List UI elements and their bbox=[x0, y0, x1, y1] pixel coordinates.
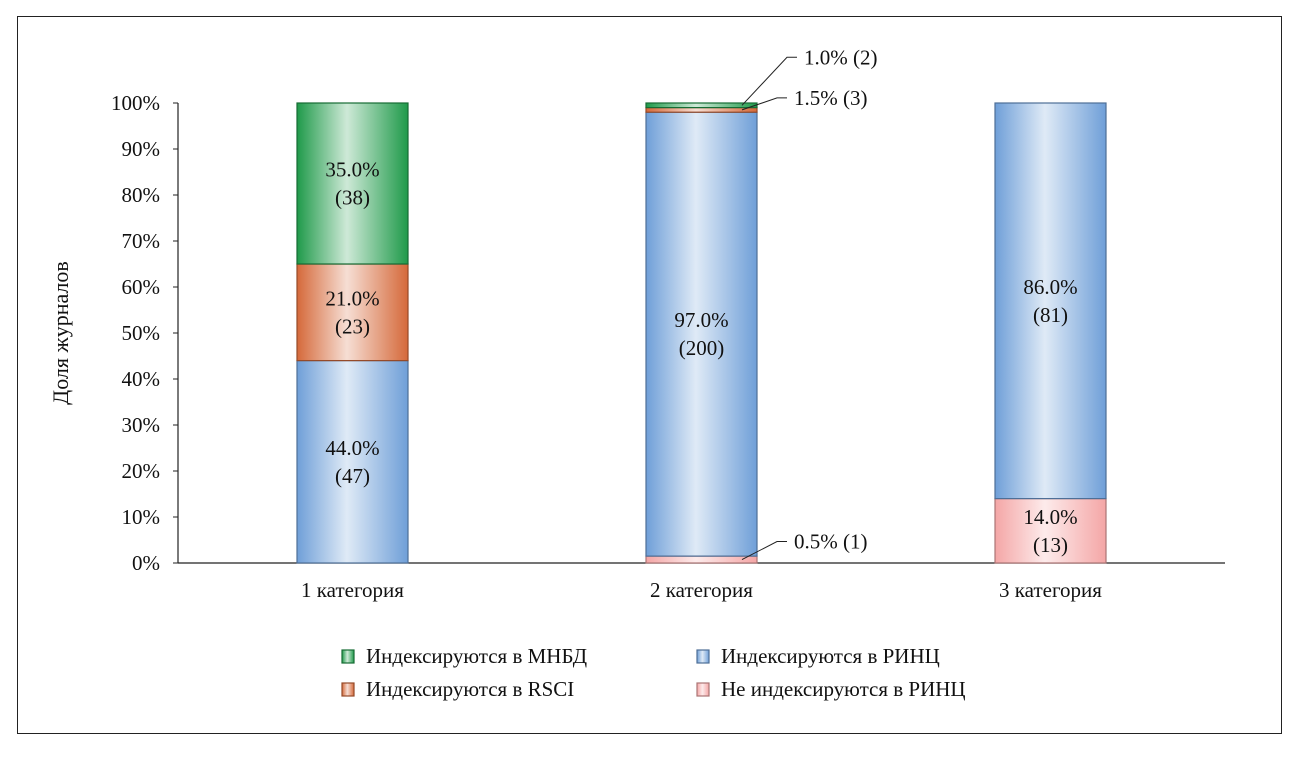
bar-segment bbox=[296, 360, 409, 564]
callout-line bbox=[741, 97, 787, 111]
y-tick-label: 40% bbox=[122, 367, 161, 391]
legend-swatch bbox=[696, 682, 710, 697]
data-label: 97.0% bbox=[674, 308, 728, 332]
y-tick-label: 30% bbox=[122, 413, 161, 437]
legend-label: Не индексируются в РИНЦ bbox=[721, 677, 966, 701]
data-label: 21.0% bbox=[325, 286, 379, 310]
y-tick-label: 0% bbox=[132, 551, 160, 575]
data-label: (200) bbox=[679, 336, 725, 360]
bar-labels: 44.0% (47) 21.0% (23) 35.0% (38) 0.5% (1) 97.0%… bbox=[325, 45, 1078, 560]
bar-segment bbox=[645, 102, 758, 109]
x-tick-label: 3 категория bbox=[999, 578, 1102, 602]
data-label: 1.5% (3) bbox=[794, 86, 867, 110]
legend: Индексируются в МНБД Индексируются в РИНЦ… bbox=[341, 644, 966, 701]
legend-item: Индексируются в RSCI bbox=[341, 677, 574, 701]
y-tick-label: 100% bbox=[111, 91, 160, 115]
data-label: 0.5% (1) bbox=[794, 530, 867, 554]
data-label: 1.0% (2) bbox=[804, 45, 877, 69]
bar-segment bbox=[994, 102, 1107, 500]
data-label: 14.0% bbox=[1023, 505, 1077, 529]
bars bbox=[296, 102, 1107, 564]
callout-line bbox=[741, 56, 797, 106]
y-tick-label: 90% bbox=[122, 137, 161, 161]
data-label: 44.0% bbox=[325, 436, 379, 460]
bar-segment bbox=[296, 102, 409, 265]
legend-swatch bbox=[341, 682, 355, 697]
bar-segment bbox=[296, 263, 409, 362]
y-tick-label: 20% bbox=[122, 459, 161, 483]
y-tick-label: 60% bbox=[122, 275, 161, 299]
bar-segment bbox=[645, 111, 758, 557]
y-tick-label: 70% bbox=[122, 229, 161, 253]
legend-swatch bbox=[341, 649, 355, 664]
legend-swatch bbox=[696, 649, 710, 664]
legend-label: Индексируются в МНБД bbox=[366, 644, 587, 668]
data-label: 86.0% bbox=[1023, 275, 1077, 299]
data-label: (81) bbox=[1033, 303, 1068, 327]
x-tick-label: 2 категория bbox=[650, 578, 753, 602]
legend-item: Индексируются в РИНЦ bbox=[696, 644, 940, 668]
bar-segment bbox=[645, 555, 758, 564]
y-tick-label: 10% bbox=[122, 505, 161, 529]
legend-item: Индексируются в МНБД bbox=[341, 644, 587, 668]
data-label: 35.0% bbox=[325, 158, 379, 182]
data-label: (13) bbox=[1033, 533, 1068, 557]
axes: 0% 10% 20% 30% 40% 50% 60% 70% 80% 90% 100% Доля жу… bbox=[48, 91, 1225, 602]
data-label: (47) bbox=[335, 464, 370, 488]
chart-frame: 0% 10% 20% 30% 40% 50% 60% 70% 80% 90% 100% Доля жу… bbox=[17, 16, 1282, 734]
legend-label: Индексируются в RSCI bbox=[366, 677, 574, 701]
data-label: (38) bbox=[335, 186, 370, 210]
stacked-bar-chart: 0% 10% 20% 30% 40% 50% 60% 70% 80% 90% 100% Доля жу… bbox=[48, 45, 1225, 701]
data-label: (23) bbox=[335, 314, 370, 338]
x-tick-label: 1 категория bbox=[301, 578, 404, 602]
y-tick-label: 80% bbox=[122, 183, 161, 207]
legend-label: Индексируются в РИНЦ bbox=[721, 644, 940, 668]
callout-line bbox=[741, 541, 787, 560]
y-tick-label: 50% bbox=[122, 321, 161, 345]
bar-segment bbox=[645, 106, 758, 113]
bar-segment bbox=[994, 498, 1107, 564]
y-axis-title: Доля журналов bbox=[48, 261, 73, 405]
legend-item: Не индексируются в РИНЦ bbox=[696, 677, 966, 701]
